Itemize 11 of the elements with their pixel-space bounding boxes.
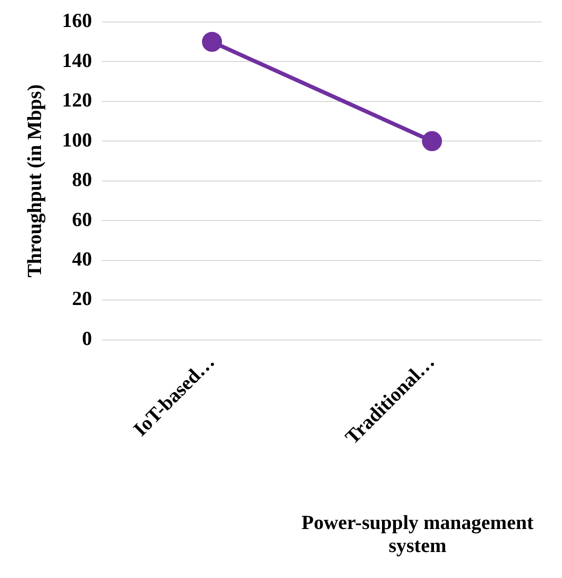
- y-tick-label: 20: [72, 288, 92, 310]
- y-tick-label: 0: [82, 328, 92, 350]
- y-tick-label: 40: [72, 248, 92, 271]
- y-tick-label: 60: [72, 208, 92, 231]
- x-axis-title: Power-supply management system: [300, 512, 535, 558]
- y-tick-label: 80: [72, 169, 92, 192]
- y-tick-label: 120: [62, 90, 92, 112]
- y-tick-label: 160: [62, 10, 92, 32]
- y-axis-title: Throughput (in Mbps): [24, 84, 46, 278]
- y-tick-label: 100: [62, 129, 92, 152]
- y-tick-label: 140: [62, 50, 92, 72]
